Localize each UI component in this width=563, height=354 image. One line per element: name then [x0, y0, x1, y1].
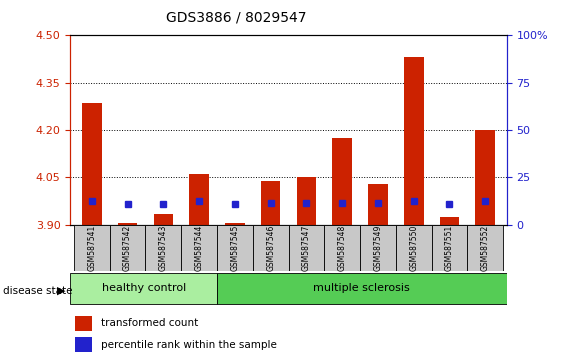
Bar [110, 225, 145, 271]
Bar [324, 225, 360, 271]
Text: GDS3886 / 8029547: GDS3886 / 8029547 [166, 11, 307, 25]
Text: multiple sclerosis: multiple sclerosis [314, 283, 410, 293]
Bar [189, 174, 209, 225]
Text: ▶: ▶ [57, 286, 66, 296]
Text: GSM587542: GSM587542 [123, 225, 132, 271]
Text: healthy control: healthy control [101, 283, 186, 293]
Bar [253, 225, 289, 271]
Bar [217, 273, 507, 304]
Text: GSM587541: GSM587541 [87, 225, 96, 271]
Bar [70, 273, 217, 304]
Bar [145, 225, 181, 271]
Bar [154, 214, 173, 225]
Bar [360, 225, 396, 271]
Bar [118, 223, 137, 225]
Bar [332, 138, 352, 225]
Text: disease state: disease state [3, 286, 72, 296]
Text: GSM587549: GSM587549 [373, 224, 382, 271]
Bar [289, 225, 324, 271]
Bar [404, 57, 423, 225]
Bar [181, 225, 217, 271]
Bar [75, 337, 92, 352]
Text: GSM587547: GSM587547 [302, 224, 311, 271]
Text: GSM587543: GSM587543 [159, 224, 168, 271]
Text: GSM587551: GSM587551 [445, 225, 454, 271]
Bar [217, 225, 253, 271]
Bar [82, 103, 102, 225]
Text: percentile rank within the sample: percentile rank within the sample [101, 339, 277, 350]
Text: GSM587548: GSM587548 [338, 225, 347, 271]
Text: GSM587546: GSM587546 [266, 224, 275, 271]
Bar [261, 181, 280, 225]
Bar [432, 225, 467, 271]
Bar [225, 223, 245, 225]
Text: GSM587550: GSM587550 [409, 224, 418, 271]
Bar [368, 184, 388, 225]
Text: GSM587545: GSM587545 [230, 224, 239, 271]
Text: transformed count: transformed count [101, 318, 198, 329]
Bar [297, 177, 316, 225]
Bar [440, 217, 459, 225]
Bar [467, 225, 503, 271]
Text: GSM587552: GSM587552 [481, 225, 490, 271]
Text: GSM587544: GSM587544 [195, 224, 204, 271]
Bar [475, 130, 495, 225]
Bar [74, 225, 110, 271]
Bar [396, 225, 432, 271]
Bar [75, 316, 92, 331]
